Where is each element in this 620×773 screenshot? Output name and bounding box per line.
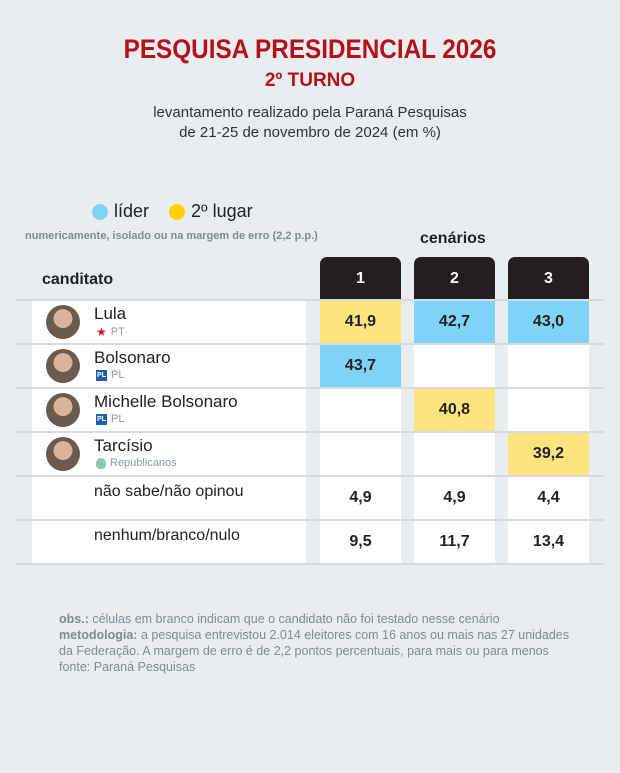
methodology: metodologia: a pesquisa entrevistou 2.01… [59,627,579,659]
value-cell: 13,4 [508,521,589,563]
scenario-header-2: 2 [414,257,495,300]
party-name: PL [111,369,125,381]
value-cell: 4,4 [508,477,589,519]
legend-second: 2º lugar [191,201,253,221]
divider [16,519,604,521]
value-cell [508,345,589,387]
value-cell: 39,2 [508,433,589,475]
description: levantamento realizado pela Paraná Pesqu… [0,103,620,143]
value-cell: 40,8 [414,389,495,431]
desc-line: levantamento realizado pela Paraná Pesqu… [153,104,467,121]
obs-text: células em branco indicam que o candidat… [88,612,500,626]
party: PL PL [96,413,124,425]
table-row: Bolsonaro PL PL [32,345,306,387]
divider [16,563,604,565]
candidate-header: canditato [42,271,114,288]
desc-line: de 21-25 de novembro de 2024 (em %) [179,124,441,141]
value-cell: 42,7 [414,301,495,343]
table-row: Lula ★ PT [32,301,306,343]
scenario-header-1: 1 [320,257,401,300]
divider [16,387,604,389]
candidate-name: Michelle Bolsonaro [94,392,238,411]
pt-star-icon: ★ [96,325,107,339]
obs: obs.: células em branco indicam que o ca… [59,611,579,627]
value-cell: 41,9 [320,301,401,343]
legend: líder 2º lugar [92,201,253,222]
candidate-photo [46,437,80,471]
candidate-photo [46,393,80,427]
party-name: PL [111,413,125,425]
subtitle: 2º TURNO [264,70,356,91]
footer: obs.: células em branco indicam que o ca… [59,611,579,675]
divider [16,343,604,345]
option-label: nenhum/branco/nulo [94,527,240,544]
table-row: Michelle Bolsonaro PL PL [32,389,306,431]
pl-logo-icon: PL [96,369,107,381]
leader-dot-icon [92,203,108,220]
met-label: metodologia: [59,628,138,642]
scenarios-label: cenários [420,230,486,247]
table-row: Tarcísio Republicanos [32,433,306,475]
party-name: PT [110,326,125,338]
table-row: não sabe/não opinou [32,477,306,519]
candidate-name: Lula [94,304,127,323]
value-cell: 11,7 [414,521,495,563]
obs-label: obs.: [59,612,89,626]
divider [16,431,604,433]
legend-note: numericamente, isolado ou na margem de e… [25,230,318,242]
met-text: a pesquisa entrevistou 2.014 eleitores c… [59,628,569,658]
value-cell: 43,7 [320,345,401,387]
scenario-header-3: 3 [508,257,589,300]
party: Republicanos [96,457,177,469]
party-name: Republicanos [110,457,177,469]
page-title: PESQUISA PRESIDENCIAL 2026 [123,34,497,64]
divider [16,299,604,301]
value-cell: 4,9 [414,477,495,519]
value-cell [414,433,495,475]
legend-leader: líder [114,201,150,221]
table-row: nenhum/branco/nulo [32,521,306,563]
pl-logo-icon: PL [96,413,107,425]
value-cell [320,389,401,431]
value-cell: 4,9 [320,477,401,519]
candidate-name: Tarcísio [94,436,153,455]
candidate-photo [46,349,80,383]
second-dot-icon [169,203,186,220]
value-cell [414,345,495,387]
candidate-photo [46,305,80,339]
source: fonte: Paraná Pesquisas [59,660,196,674]
party: PL PL [96,369,124,381]
party: ★ PT [96,325,125,339]
divider [16,475,604,477]
value-cell [320,433,401,475]
republicanos-logo-icon [96,457,106,469]
option-label: não sabe/não opinou [94,483,244,500]
candidate-name: Bolsonaro [94,348,171,367]
value-cell [508,389,589,431]
value-cell: 43,0 [508,301,589,343]
value-cell: 9,5 [320,521,401,563]
